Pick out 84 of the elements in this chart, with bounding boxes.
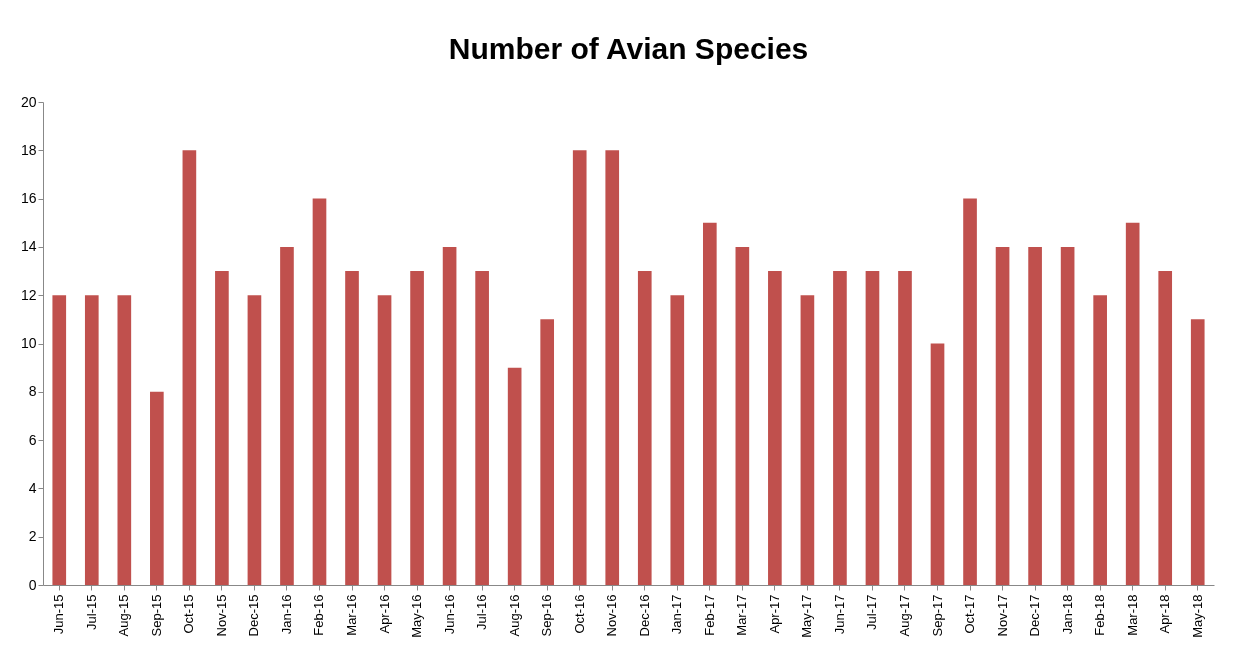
x-tick-label: Aug-16	[506, 594, 522, 637]
bar	[312, 198, 327, 585]
x-tick-label: Feb-17	[701, 594, 717, 636]
x-tick-label: Jun-16	[441, 594, 457, 635]
bar	[117, 295, 132, 585]
bar	[442, 246, 457, 585]
x-tick-label: Mar-16	[344, 594, 360, 636]
bar	[1158, 271, 1173, 585]
x-tick-label: Jan-17	[669, 594, 685, 635]
y-tick-label: 2	[28, 528, 37, 545]
y-tick-label: 14	[20, 238, 37, 255]
x-tick-label: Dec-16	[636, 594, 652, 637]
y-tick-label: 6	[28, 431, 37, 448]
y-tick-label: 12	[20, 286, 37, 303]
bar	[1028, 246, 1042, 585]
bar	[475, 271, 489, 585]
bar	[898, 271, 912, 585]
bar	[800, 295, 815, 585]
x-tick-label: Oct-17	[962, 594, 978, 634]
bar	[1060, 246, 1075, 585]
x-tick-label: Nov-16	[604, 594, 620, 637]
bar	[540, 319, 555, 585]
x-tick-label: Apr-16	[376, 594, 392, 634]
y-tick-label: 0	[28, 576, 37, 593]
x-tick-label: Jan-16	[278, 594, 294, 635]
x-tick-label: Sep-17	[929, 594, 945, 637]
bar	[865, 271, 880, 585]
bar	[702, 222, 717, 585]
bar	[280, 246, 294, 585]
y-tick-label: 16	[20, 190, 37, 207]
bar	[768, 271, 782, 585]
x-tick-label: May-17	[799, 594, 815, 638]
bar	[150, 391, 164, 585]
x-tick-label: Nov-15	[213, 594, 229, 637]
bar	[1093, 295, 1107, 585]
x-tick-label: Jul-17	[864, 594, 880, 630]
x-tick-label: Apr-18	[1157, 594, 1173, 634]
bar	[637, 271, 652, 585]
y-tick-label: 8	[28, 383, 37, 400]
x-tick-label: Feb-18	[1092, 594, 1108, 636]
bar	[215, 271, 229, 585]
bar	[963, 198, 977, 585]
bar	[182, 150, 197, 585]
x-tick-label: Feb-16	[311, 594, 327, 636]
x-tick-label: Dec-17	[1027, 594, 1043, 637]
x-tick-label: Jun-17	[831, 594, 847, 635]
x-tick-label: Mar-17	[734, 594, 750, 636]
bar	[84, 295, 99, 585]
bar	[735, 246, 750, 585]
bar	[377, 295, 392, 585]
y-tick-label: 18	[20, 141, 37, 158]
bar	[995, 246, 1010, 585]
x-tick-label: Jul-15	[83, 594, 99, 630]
bar	[52, 295, 67, 585]
x-tick-label: Sep-16	[539, 594, 555, 637]
x-tick-label: Jul-16	[474, 594, 490, 630]
bar	[930, 343, 945, 585]
x-tick-label: Dec-15	[246, 594, 262, 637]
chart-title: Number of Avian Species	[448, 32, 809, 65]
y-tick-label: 4	[28, 479, 37, 496]
bar	[605, 150, 620, 585]
y-tick-label: 20	[20, 93, 37, 110]
x-tick-label: Aug-15	[116, 594, 132, 637]
bar	[1125, 222, 1140, 585]
x-tick-label: May-16	[409, 594, 425, 638]
x-tick-label: Mar-18	[1124, 594, 1140, 636]
bar	[1190, 319, 1205, 585]
bar	[507, 367, 522, 585]
x-tick-label: Apr-17	[766, 594, 782, 634]
bar	[670, 295, 685, 585]
bar	[410, 271, 424, 585]
x-tick-label: Nov-17	[994, 594, 1010, 637]
x-tick-label: Jun-15	[51, 594, 67, 635]
x-tick-label: Oct-15	[181, 594, 197, 634]
x-tick-label: Sep-15	[148, 594, 164, 637]
y-tick-label: 10	[20, 335, 37, 351]
bar	[572, 150, 587, 585]
x-tick-label: Aug-17	[896, 594, 912, 637]
bar	[247, 295, 262, 585]
x-tick-label: May-18	[1189, 594, 1205, 638]
x-tick-label: Oct-16	[571, 594, 587, 634]
x-tick-label: Jan-18	[1059, 594, 1075, 635]
bar	[833, 271, 847, 585]
bar	[345, 271, 359, 585]
